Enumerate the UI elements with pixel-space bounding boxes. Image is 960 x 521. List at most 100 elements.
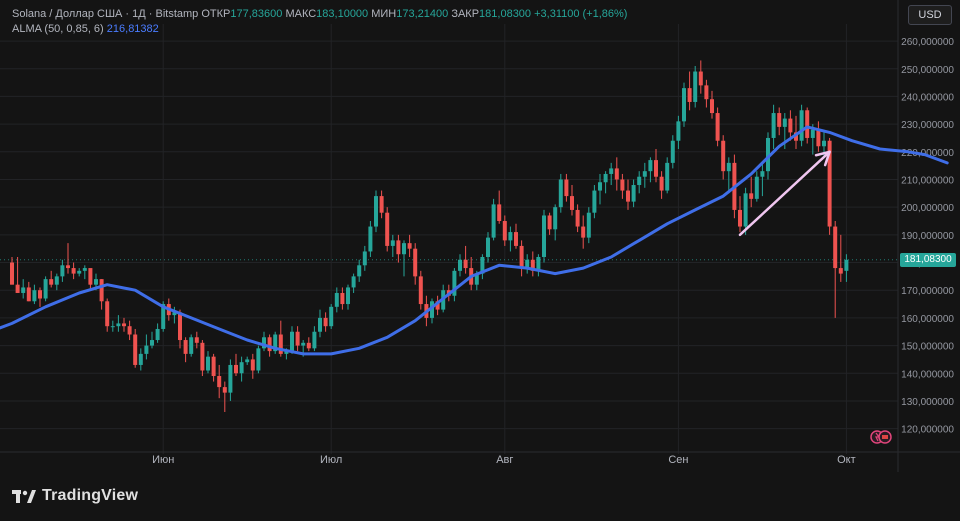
candle-body bbox=[54, 276, 59, 285]
candle-body bbox=[273, 334, 278, 352]
candle-body bbox=[474, 273, 479, 285]
candle-body bbox=[200, 342, 205, 371]
candle-body bbox=[278, 334, 283, 354]
candle-body bbox=[133, 334, 138, 365]
close-value: 181,08300 bbox=[479, 8, 532, 20]
candle-body bbox=[682, 88, 686, 122]
candle-body bbox=[631, 185, 636, 202]
candle-body bbox=[178, 312, 182, 341]
candle-body bbox=[430, 301, 434, 318]
candle-body bbox=[228, 364, 233, 393]
candle-body bbox=[788, 118, 793, 133]
y-tick-label: 200,000000 bbox=[901, 203, 954, 214]
candle-body bbox=[15, 284, 20, 293]
candle-body bbox=[306, 342, 311, 349]
indicator-label[interactable]: ALMA (50, 0,85, 6) bbox=[12, 23, 104, 35]
price-chart[interactable]: 120,000000 130,000000 140,000000 150,000000… bbox=[0, 0, 960, 472]
candle-body bbox=[749, 193, 754, 199]
candle-body bbox=[357, 265, 362, 277]
candle-body bbox=[312, 331, 317, 349]
candle-body bbox=[245, 359, 250, 363]
tradingview-wordmark: TradingView bbox=[42, 487, 139, 504]
candle-body bbox=[295, 331, 300, 346]
candle-body bbox=[491, 204, 496, 238]
candle-body bbox=[234, 364, 238, 374]
currency-button[interactable]: USD bbox=[908, 5, 952, 25]
candle-body bbox=[402, 243, 406, 255]
candle-body bbox=[323, 317, 328, 327]
candle-body bbox=[553, 207, 558, 230]
candle-body bbox=[138, 353, 143, 365]
candle-body bbox=[407, 243, 412, 249]
candle-body bbox=[374, 196, 378, 227]
high-label: МАКС bbox=[285, 8, 317, 20]
candle-body bbox=[346, 287, 350, 305]
candle-body bbox=[250, 359, 255, 371]
candle-body bbox=[603, 173, 608, 183]
candle-body bbox=[502, 221, 507, 241]
candle-body bbox=[211, 356, 216, 377]
candle-body bbox=[642, 171, 647, 177]
footer: TradingView bbox=[0, 472, 960, 521]
candle-body bbox=[536, 256, 541, 271]
symbol-title[interactable]: Solana / Доллар США · 1Д · Bitstamp bbox=[12, 8, 199, 20]
y-tick-label: 260,000000 bbox=[901, 37, 954, 48]
candle-body bbox=[301, 342, 306, 346]
candle-body bbox=[127, 326, 132, 335]
candle-body bbox=[704, 85, 709, 100]
indicator-row: ALMA (50, 0,85, 6) 216,81382 bbox=[12, 22, 627, 37]
candle-body bbox=[497, 204, 502, 222]
candle-body bbox=[21, 287, 26, 293]
candle-body bbox=[206, 356, 210, 371]
candle-body bbox=[810, 129, 815, 138]
candle-body bbox=[161, 304, 166, 329]
candle-body bbox=[838, 268, 843, 274]
candle-body bbox=[379, 196, 384, 213]
y-tick-label: 120,000000 bbox=[901, 425, 954, 436]
low-label: МИН bbox=[371, 8, 397, 20]
candle-body bbox=[816, 129, 821, 147]
x-tick-label: Июл bbox=[320, 454, 342, 466]
candle-body bbox=[222, 387, 227, 393]
y-tick-label: 130,000000 bbox=[901, 397, 954, 408]
candle-body bbox=[637, 176, 642, 186]
candle-body bbox=[805, 110, 810, 138]
close-label: ЗАКР bbox=[451, 8, 480, 20]
y-tick-label: 190,000000 bbox=[901, 231, 954, 242]
y-tick-label: 140,000000 bbox=[901, 369, 954, 380]
candle-body bbox=[458, 259, 462, 271]
candle-body bbox=[514, 232, 518, 246]
candle-body bbox=[659, 176, 664, 191]
candle-body bbox=[189, 337, 194, 354]
candle-body bbox=[340, 292, 345, 305]
candle-body bbox=[564, 179, 569, 197]
annotation-arrow-head bbox=[814, 150, 831, 167]
candle-body bbox=[82, 268, 87, 271]
candle-body bbox=[777, 113, 782, 127]
events-badge-icon[interactable] bbox=[870, 430, 892, 444]
candle-body bbox=[150, 340, 154, 346]
low-value: 173,21400 bbox=[396, 8, 449, 20]
candle-body bbox=[525, 259, 530, 269]
candle-body bbox=[726, 162, 731, 172]
candle-body bbox=[435, 301, 440, 310]
candle-body bbox=[172, 312, 177, 316]
candle-body bbox=[463, 259, 468, 269]
candle-body bbox=[687, 88, 692, 102]
y-tick-label: 210,000000 bbox=[901, 175, 954, 186]
candle-body bbox=[592, 190, 597, 213]
x-tick-label: Сен bbox=[668, 454, 688, 466]
candle-body bbox=[49, 279, 54, 285]
tradingview-logo[interactable]: TradingView bbox=[12, 487, 138, 505]
candle-body bbox=[155, 328, 160, 341]
candle-body bbox=[99, 279, 104, 302]
candle-body bbox=[418, 276, 423, 305]
y-tick-label: 160,000000 bbox=[901, 314, 954, 325]
high-value: 183,10000 bbox=[316, 8, 369, 20]
candle-body bbox=[267, 337, 272, 352]
candle-body bbox=[598, 182, 602, 191]
y-tick-label: 220,000000 bbox=[901, 148, 954, 159]
candle-body bbox=[586, 212, 591, 238]
candle-body bbox=[262, 337, 266, 349]
